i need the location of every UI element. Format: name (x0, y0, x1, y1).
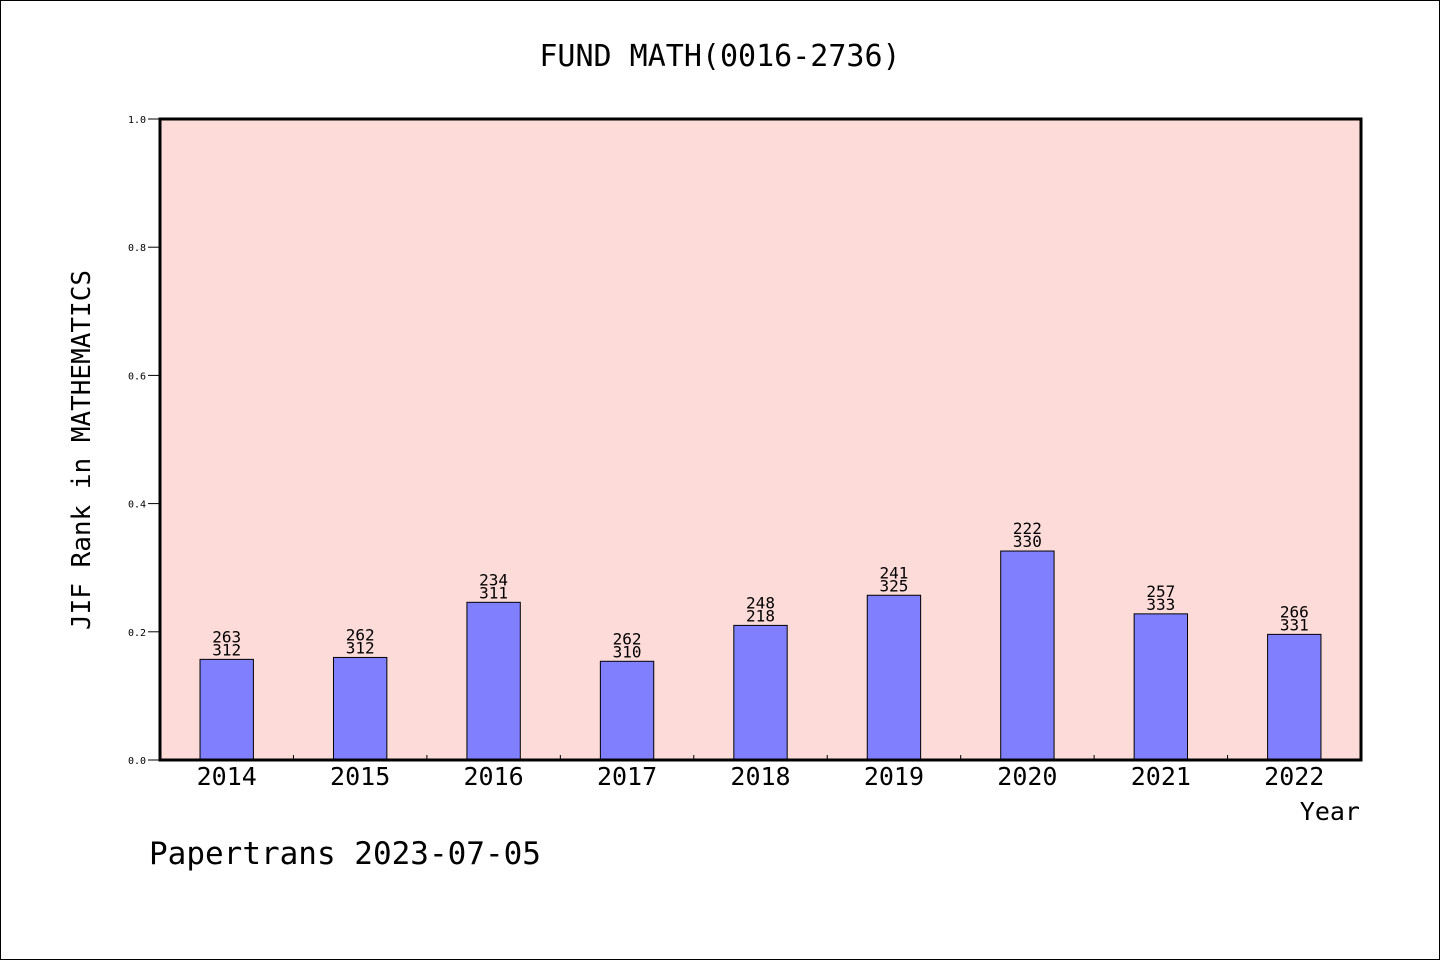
bar-2020 (1000, 550, 1055, 761)
bar-label-bottom-2017: 310 (613, 642, 642, 661)
bar-label-bottom-2016: 311 (479, 583, 508, 602)
y-tick-label: 0.2 (128, 628, 146, 639)
bar-label-top-2015: 262 (346, 625, 375, 644)
x-tick-label-2020: 2020 (997, 762, 1057, 791)
bar-2021 (1133, 613, 1189, 761)
x-tick-label-2014: 2014 (197, 762, 257, 791)
bar-label-bottom-2021: 333 (1146, 595, 1175, 614)
bar-label-bottom-2019: 325 (879, 576, 908, 595)
bar-2019 (866, 594, 922, 761)
y-tick-label: 1.0 (128, 115, 146, 126)
x-ticks-group: 2014 2015 2016 2017 2018 2019 2020 2021 2022 (197, 755, 1324, 791)
x-axis-label: Year (1300, 797, 1360, 826)
bar-label-top-2020: 222 (1013, 519, 1042, 538)
bars-group (199, 550, 1322, 761)
bar-2018 (733, 624, 788, 761)
x-tick-label-2019: 2019 (864, 762, 924, 791)
y-axis-label: JIF Rank in MATHEMATICS (67, 270, 97, 630)
bar-2022 (1267, 633, 1322, 761)
bar-label-bottom-2020: 330 (1013, 532, 1042, 551)
y-ticks-group: 0.0 0.2 0.4 0.6 0.8 1.0 (128, 115, 160, 767)
bar-label-top-2021: 257 (1146, 582, 1175, 601)
bar-label-top-2019: 241 (879, 563, 908, 582)
bar-label-top-2017: 262 (613, 629, 642, 648)
bar-label-bottom-2015: 312 (346, 638, 375, 657)
bar-label-bottom-2022: 331 (1280, 615, 1309, 634)
footer-credit: Papertrans 2023-07-05 (149, 836, 541, 872)
plot-border (158, 117, 1363, 762)
bar-2015 (332, 656, 388, 761)
y-tick-label: 0.8 (128, 243, 146, 254)
bar-label-top-2018: 248 (746, 593, 775, 612)
x-tick-label-2022: 2022 (1264, 762, 1324, 791)
chart-title: FUND MATH(0016-2736) (539, 39, 900, 74)
x-tick-label-2015: 2015 (330, 762, 390, 791)
bar-label-top-2022: 266 (1280, 602, 1309, 621)
y-tick-label: 0.0 (128, 756, 146, 767)
x-tick-label-2018: 2018 (730, 762, 790, 791)
x-tick-label-2017: 2017 (597, 762, 657, 791)
bar-2017 (599, 660, 655, 761)
x-tick-label-2016: 2016 (464, 762, 524, 791)
bar-label-bottom-2014: 312 (212, 640, 241, 659)
x-tick-label-2021: 2021 (1131, 762, 1191, 791)
y-tick-label: 0.4 (128, 500, 146, 511)
y-tick-label: 0.6 (128, 371, 146, 382)
bar-label-bottom-2018: 218 (746, 606, 775, 625)
bar-labels-group: 2633122623122343112623102482182413252223… (212, 519, 1308, 661)
bar-label-top-2014: 263 (212, 627, 241, 646)
bar-2014 (199, 658, 254, 761)
bar-2016 (466, 601, 521, 761)
bar-label-top-2016: 234 (479, 570, 508, 589)
